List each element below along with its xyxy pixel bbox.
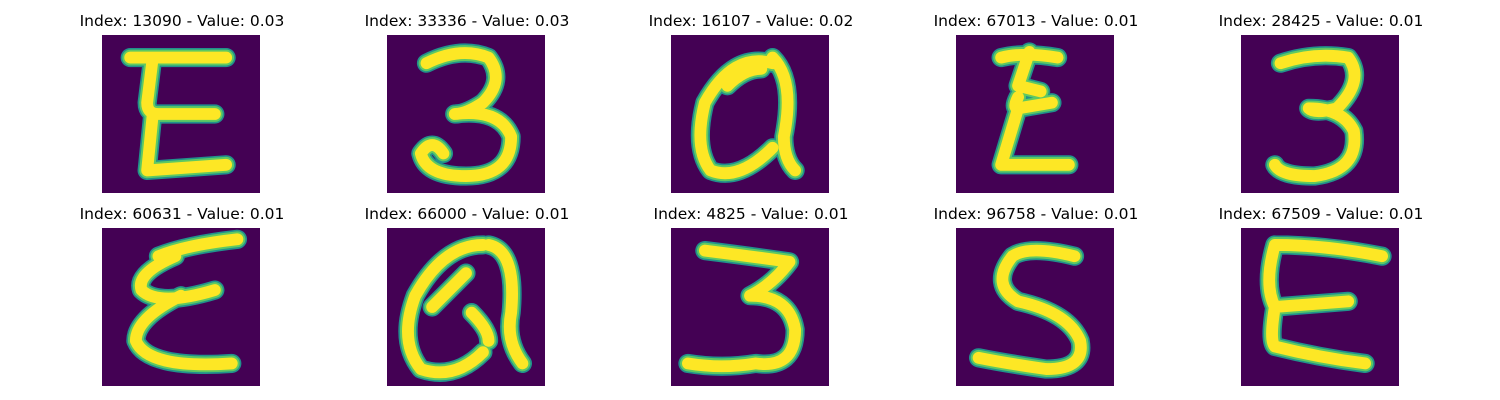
glyph-image [956, 35, 1114, 193]
panel-title: Index: 67013 - Value: 0.01 [933, 12, 1139, 30]
panel-title: Index: 16107 - Value: 0.02 [648, 12, 854, 30]
panel-title: Index: 4825 - Value: 0.01 [653, 205, 849, 223]
glyph-image [1241, 35, 1399, 193]
glyph-stroke [682, 244, 802, 373]
glyph-stroke [1263, 239, 1388, 370]
panel-title: Index: 96758 - Value: 0.01 [933, 205, 1139, 223]
glyph-image [102, 228, 260, 386]
panel-title: Index: 60631 - Value: 0.01 [79, 205, 285, 223]
glyph-image [387, 228, 545, 386]
glyph-image [671, 228, 829, 386]
glyph-image [671, 35, 829, 193]
panel-title: Index: 66000 - Value: 0.01 [364, 205, 570, 223]
glyph-stroke [124, 51, 233, 177]
glyph-stroke [972, 244, 1087, 375]
glyph-image [102, 35, 260, 193]
glyph-stroke [694, 51, 802, 180]
panel-title: Index: 67509 - Value: 0.01 [1218, 205, 1424, 223]
panel-title: Index: 13090 - Value: 0.03 [79, 12, 285, 30]
glyph-image [956, 228, 1114, 386]
glyph-image [1241, 228, 1399, 386]
glyph-image [387, 35, 545, 193]
glyph-stroke [402, 239, 529, 379]
panel-title: Index: 28425 - Value: 0.01 [1218, 12, 1424, 30]
panel-title: Index: 33336 - Value: 0.03 [364, 12, 570, 30]
glyph-stroke [1268, 49, 1361, 182]
glyph-stroke [414, 47, 518, 182]
glyph-stroke [129, 233, 244, 371]
glyph-stroke [995, 46, 1075, 171]
